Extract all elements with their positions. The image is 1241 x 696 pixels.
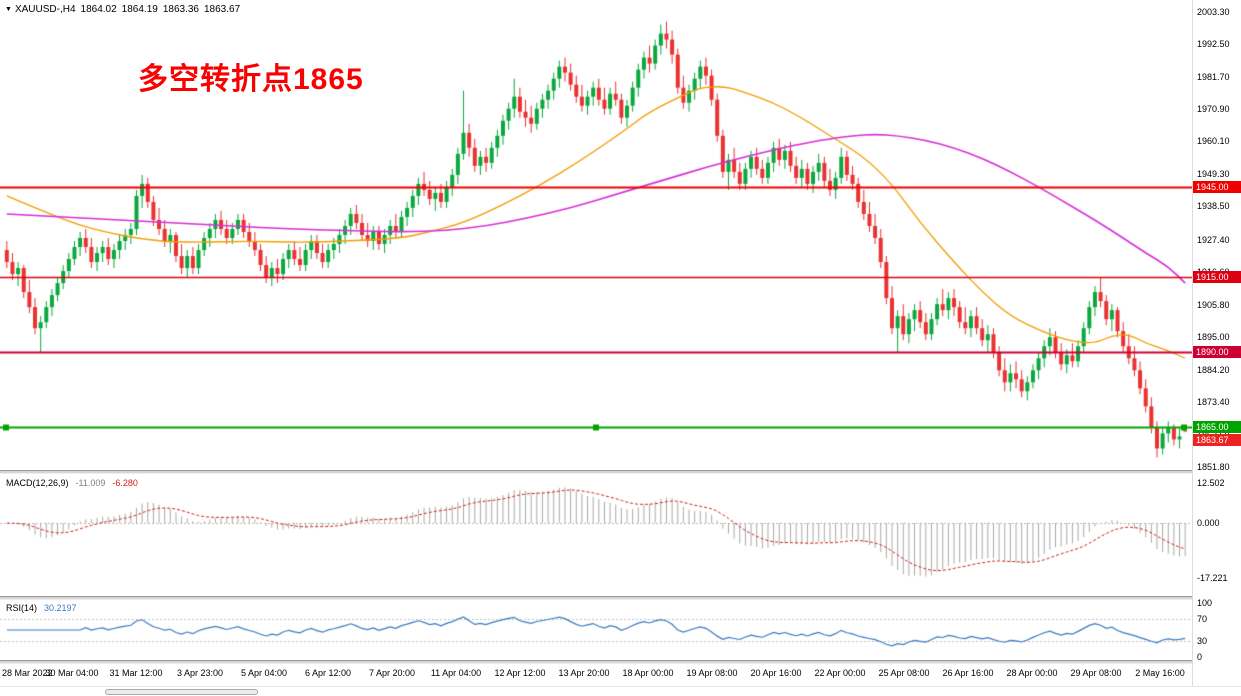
price-axis-label: 1949.30 (1197, 168, 1230, 179)
time-axis-label: 12 Apr 12:00 (494, 668, 546, 678)
price-axis-label: 1960.10 (1197, 136, 1230, 147)
rsi-value: 30.2197 (44, 603, 77, 613)
time-axis-label: 28 Apr 00:00 (1006, 668, 1058, 678)
time-axis-label: 5 Apr 04:00 (240, 668, 288, 678)
macd-indicator-label: MACD(12,26,9) -11.009 -6.280 (6, 478, 138, 488)
macd-pane-canvas[interactable] (0, 474, 1192, 596)
rsi-axis-label: 70 (1197, 614, 1208, 625)
ohlc-close: 1863.67 (203, 4, 241, 15)
symbol-info-bar: ▼ XAUUSD-,H4 1864.02 1864.19 1863.36 1863.67 (5, 4, 245, 15)
price-axis-label: 1873.40 (1197, 397, 1230, 408)
hline-price-badge: 1890.00 (1193, 346, 1241, 359)
time-axis-label: 13 Apr 20:00 (558, 668, 610, 678)
time-axis-label: 28 Mar 2022 (2, 668, 53, 678)
pane-divider[interactable] (0, 470, 1241, 474)
pane-divider[interactable] (0, 660, 1241, 664)
rsi-name: RSI(14) (6, 603, 38, 613)
time-axis-label: 31 Mar 12:00 (109, 668, 163, 678)
time-axis-label: 2 May 16:00 (1135, 668, 1185, 678)
price-axis-label: 1851.80 (1197, 462, 1230, 473)
symbol-dropdown-icon: ▼ (5, 6, 12, 13)
rsi-axis-label: 30 (1197, 635, 1208, 646)
time-axis-label: 30 Mar 04:00 (45, 668, 99, 678)
symbol-name: XAUUSD-,H4 (14, 4, 76, 15)
time-axis-label: 6 Apr 12:00 (304, 668, 352, 678)
hline-price-badge: 1945.00 (1193, 180, 1241, 193)
price-axis-label: 1981.70 (1197, 71, 1230, 82)
price-axis-label: 1970.90 (1197, 104, 1230, 115)
time-axis-label: 20 Apr 16:00 (750, 668, 802, 678)
macd-name: MACD(12,26,9) (6, 478, 69, 488)
rsi-pane-canvas[interactable] (0, 600, 1192, 660)
bottom-bar (0, 686, 1241, 696)
chart-annotation-text[interactable]: 多空转折点1865 (138, 63, 364, 96)
hline-price-badge: 1915.00 (1193, 271, 1241, 284)
time-axis: 28 Mar 2022 30 Mar 04:00 31 Mar 12:00 3 Apr… (0, 664, 1192, 686)
time-axis-label: 3 Apr 23:00 (176, 668, 224, 678)
macd-main-value: -11.009 (75, 478, 106, 488)
price-axis-label: 1905.80 (1197, 299, 1230, 310)
macd-axis-label: 0.000 (1197, 518, 1220, 528)
ohlc-open: 1864.02 (80, 4, 117, 15)
current-price-badge: 1863.67 (1193, 434, 1241, 447)
time-axis-label: 22 Apr 00:00 (814, 668, 866, 678)
price-axis-label: 1884.20 (1197, 364, 1230, 375)
price-axis-label: 2003.30 (1197, 6, 1230, 17)
price-axis: 2003.30 1992.50 1981.70 1970.90 1960.10 1949.… (1192, 0, 1241, 686)
time-axis-label: 7 Apr 20:00 (368, 668, 416, 678)
time-axis-label: 25 Apr 08:00 (878, 668, 930, 678)
price-axis-label: 1927.40 (1197, 234, 1230, 245)
price-axis-label: 1992.50 (1197, 39, 1230, 50)
time-axis-label: 29 Apr 08:00 (1070, 668, 1122, 678)
macd-signal-value: -6.280 (112, 478, 138, 488)
rsi-axis-label: 100 (1197, 598, 1213, 608)
macd-axis-label: -17.221 (1197, 572, 1228, 583)
rsi-indicator-label: RSI(14) 30.2197 (6, 603, 77, 613)
rsi-axis-label: 0 (1197, 652, 1203, 662)
macd-axis-label: 12.502 (1197, 478, 1225, 489)
ohlc-high: 1864.19 (121, 4, 158, 15)
price-axis-label: 1895.00 (1197, 332, 1230, 343)
horizontal-scrollbar-thumb[interactable] (105, 689, 258, 695)
time-axis-label: 26 Apr 16:00 (942, 668, 994, 678)
time-axis-label: 11 Apr 04:00 (430, 668, 482, 678)
hline-price-badge: 1865.00 (1193, 421, 1241, 434)
time-axis-label: 19 Apr 08:00 (686, 668, 738, 678)
price-axis-label: 1938.50 (1197, 201, 1230, 212)
pane-divider[interactable] (0, 596, 1241, 600)
time-axis-label: 18 Apr 00:00 (622, 668, 674, 678)
ohlc-low: 1863.36 (162, 4, 199, 15)
price-pane-canvas[interactable] (0, 0, 1192, 470)
